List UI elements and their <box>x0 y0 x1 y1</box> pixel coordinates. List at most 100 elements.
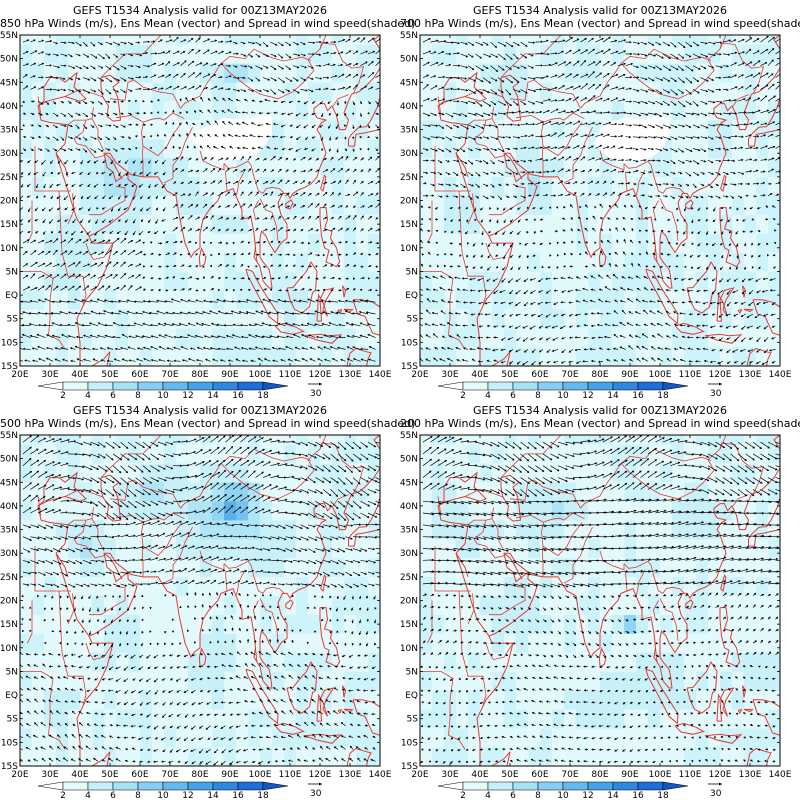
spread-cell <box>744 195 757 215</box>
wind-arrow-head <box>424 182 427 185</box>
spread-cell <box>320 271 333 291</box>
wind-arrow-head <box>173 346 176 350</box>
wind-arrow-head <box>459 243 462 246</box>
spread-cell <box>164 347 177 366</box>
wind-arrow-head <box>470 162 474 165</box>
coastline <box>342 285 347 298</box>
lon-label: 60E <box>131 370 148 380</box>
wind-arrow-head <box>331 192 334 195</box>
wind-arrow-head <box>125 173 129 177</box>
wind-arrow-head <box>260 67 263 70</box>
spread-cell <box>44 271 57 291</box>
spread-cell <box>68 252 81 272</box>
wind-arrow-head <box>221 87 224 90</box>
wind-arrow-head <box>161 62 165 66</box>
spread-cell <box>540 347 553 366</box>
wind-arrow-head <box>353 179 356 183</box>
wind-arrow-head <box>268 323 271 327</box>
wind-arrow-head <box>78 113 81 116</box>
wind-arrow-head <box>150 335 153 338</box>
wind-arrow-head <box>441 126 445 129</box>
wind-arrow-head <box>251 89 255 93</box>
spread-cell <box>68 233 81 253</box>
spread-cell <box>68 214 81 234</box>
spread-cell <box>756 101 769 121</box>
wind-arrow-head <box>200 123 204 126</box>
wind-arrow-head <box>70 124 73 128</box>
wind-arrow-head <box>217 289 221 292</box>
wind-arrow-head <box>243 41 246 45</box>
wind-arrow <box>20 313 24 315</box>
wind-arrow-head <box>162 161 165 165</box>
wind-arrow-head <box>241 121 245 125</box>
country-border <box>332 94 349 107</box>
spread-cell <box>332 290 345 310</box>
spread-cell <box>624 290 637 310</box>
wind-arrow-head <box>235 358 239 362</box>
wind-arrow-head <box>245 310 249 314</box>
spread-cell <box>720 120 733 140</box>
wind-arrow-head <box>333 181 336 184</box>
spread-cell <box>552 252 565 272</box>
lon-label: 120E <box>309 370 332 380</box>
reference-vector-label: 30 <box>310 389 322 399</box>
spread-cell <box>356 35 369 45</box>
spread-cell <box>636 195 649 215</box>
wind-arrow-head <box>465 55 469 58</box>
wind-arrow-head <box>340 51 344 54</box>
wind-arrow-head <box>63 148 67 152</box>
wind-arrow <box>20 336 24 338</box>
wind-arrow-head <box>218 276 221 280</box>
wind-arrow-head <box>345 299 348 303</box>
wind-arrow-head <box>375 253 379 256</box>
wind-arrow-head <box>82 347 86 350</box>
spread-cell <box>528 271 541 291</box>
wind-arrow-head <box>435 124 438 127</box>
wind-arrow-head <box>107 100 111 104</box>
spread-cell <box>284 176 297 197</box>
wind-arrow-head <box>289 135 293 139</box>
wind-arrow-head <box>309 288 312 292</box>
wind-arrow-head <box>280 227 283 230</box>
spread-cell <box>612 82 625 102</box>
coastline <box>720 174 727 192</box>
spread-cell <box>92 252 105 272</box>
wind-arrow-head <box>359 125 362 129</box>
wind-arrow-head <box>21 185 24 188</box>
wind-arrow-head <box>439 160 443 164</box>
wind-arrow-head <box>285 157 289 161</box>
wind-arrow-head <box>281 112 284 115</box>
wind-arrow-head <box>353 264 357 268</box>
wind-arrow-head <box>78 148 81 151</box>
spread-cell <box>248 101 261 121</box>
wind-arrow-head <box>154 86 158 90</box>
wind-arrow-head <box>328 149 332 152</box>
spread-cell <box>732 82 745 102</box>
wind-arrow-head <box>321 148 324 151</box>
wind-arrow-head <box>321 322 324 326</box>
spread-cell <box>224 233 237 253</box>
wind-arrow-head <box>446 358 450 361</box>
wind-arrow-head <box>220 216 224 220</box>
wind-arrow-head <box>143 123 146 127</box>
spread-cell <box>296 347 309 366</box>
wind-arrow-head <box>100 66 104 69</box>
wind-arrow-head <box>254 300 258 303</box>
wind-arrow-head <box>57 263 60 266</box>
wind-arrow-head <box>310 203 313 206</box>
wind-arrow-head <box>204 157 207 160</box>
wind-arrow-head <box>80 230 83 233</box>
wind-arrow-head <box>41 239 45 243</box>
spread-cell <box>552 347 565 366</box>
wind-arrow-head <box>55 238 59 241</box>
wind-arrow-head <box>428 124 431 128</box>
spread-cell <box>708 120 721 140</box>
wind-arrow-head <box>362 276 365 280</box>
wind-arrow-head <box>212 180 216 183</box>
wind-arrow-head <box>340 156 344 159</box>
wind-arrow-head <box>338 192 341 196</box>
wind-arrow-head <box>284 311 288 314</box>
spread-cell <box>152 63 165 83</box>
wind-arrow-head <box>58 299 62 303</box>
wind-arrow-head <box>122 147 125 151</box>
